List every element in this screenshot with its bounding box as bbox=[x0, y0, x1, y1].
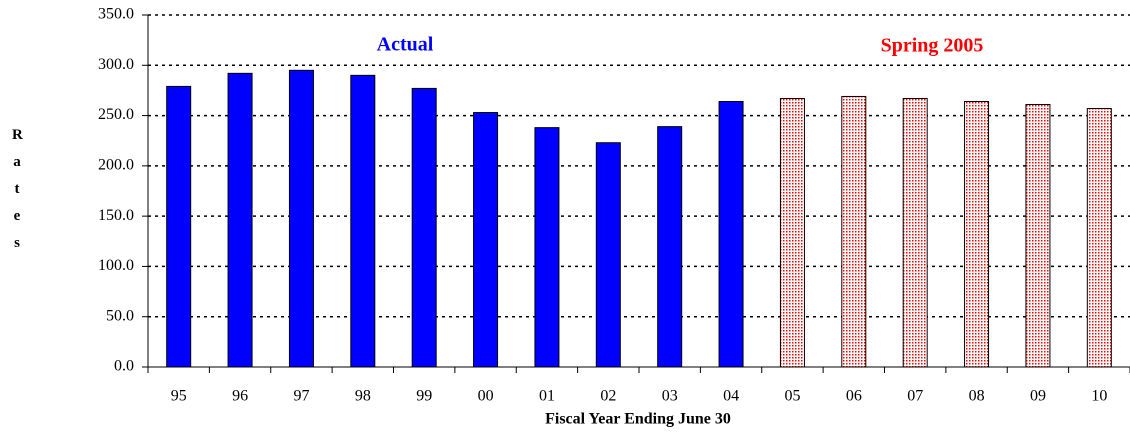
x-tick-label: 00 bbox=[478, 388, 494, 405]
bar bbox=[718, 100, 744, 368]
x-tick-label: 99 bbox=[416, 388, 432, 405]
x-tick-label: 02 bbox=[600, 388, 616, 405]
x-tick-label: 08 bbox=[969, 388, 985, 405]
bar bbox=[411, 87, 437, 368]
x-tick-label: 95 bbox=[171, 388, 187, 405]
x-tick-label: 03 bbox=[662, 388, 678, 405]
x-tick-label: 06 bbox=[846, 388, 862, 405]
y-tick-label: 250.0 bbox=[98, 106, 134, 123]
y-tick-label: 50.0 bbox=[106, 307, 134, 324]
series-label: Actual bbox=[377, 34, 434, 56]
x-axis-title: Fiscal Year Ending June 30 bbox=[545, 411, 731, 428]
y-axis-title: Rates bbox=[12, 127, 23, 251]
y-tick-label: 200.0 bbox=[98, 157, 134, 174]
bar bbox=[1086, 108, 1112, 368]
bar bbox=[473, 112, 499, 368]
y-tick-label: 300.0 bbox=[98, 56, 134, 73]
x-tick-label: 10 bbox=[1091, 388, 1107, 405]
y-tick-label: 0.0 bbox=[114, 358, 134, 375]
bar bbox=[166, 85, 192, 368]
x-tick-label: 97 bbox=[293, 388, 309, 405]
bar bbox=[964, 100, 990, 368]
bar bbox=[350, 74, 376, 368]
y-tick-label: 100.0 bbox=[98, 257, 134, 274]
x-tick-label: 01 bbox=[539, 388, 555, 405]
x-tick-label: 04 bbox=[723, 388, 739, 405]
bar bbox=[779, 97, 805, 368]
x-tick-label: 05 bbox=[784, 388, 800, 405]
x-tick-label: 07 bbox=[907, 388, 923, 405]
series-label: Spring 2005 bbox=[881, 35, 984, 57]
bar bbox=[534, 127, 560, 368]
bar bbox=[902, 97, 928, 368]
bar bbox=[227, 72, 253, 368]
y-tick-label: 150.0 bbox=[98, 207, 134, 224]
y-tick-label: 350.0 bbox=[98, 6, 134, 23]
x-tick-label: 09 bbox=[1030, 388, 1046, 405]
bar bbox=[657, 126, 683, 368]
bar bbox=[288, 69, 314, 368]
x-tick-label: 98 bbox=[355, 388, 371, 405]
bar bbox=[841, 95, 867, 368]
bar bbox=[1025, 104, 1051, 368]
x-tick-label: 96 bbox=[232, 388, 248, 405]
bar bbox=[595, 142, 621, 368]
